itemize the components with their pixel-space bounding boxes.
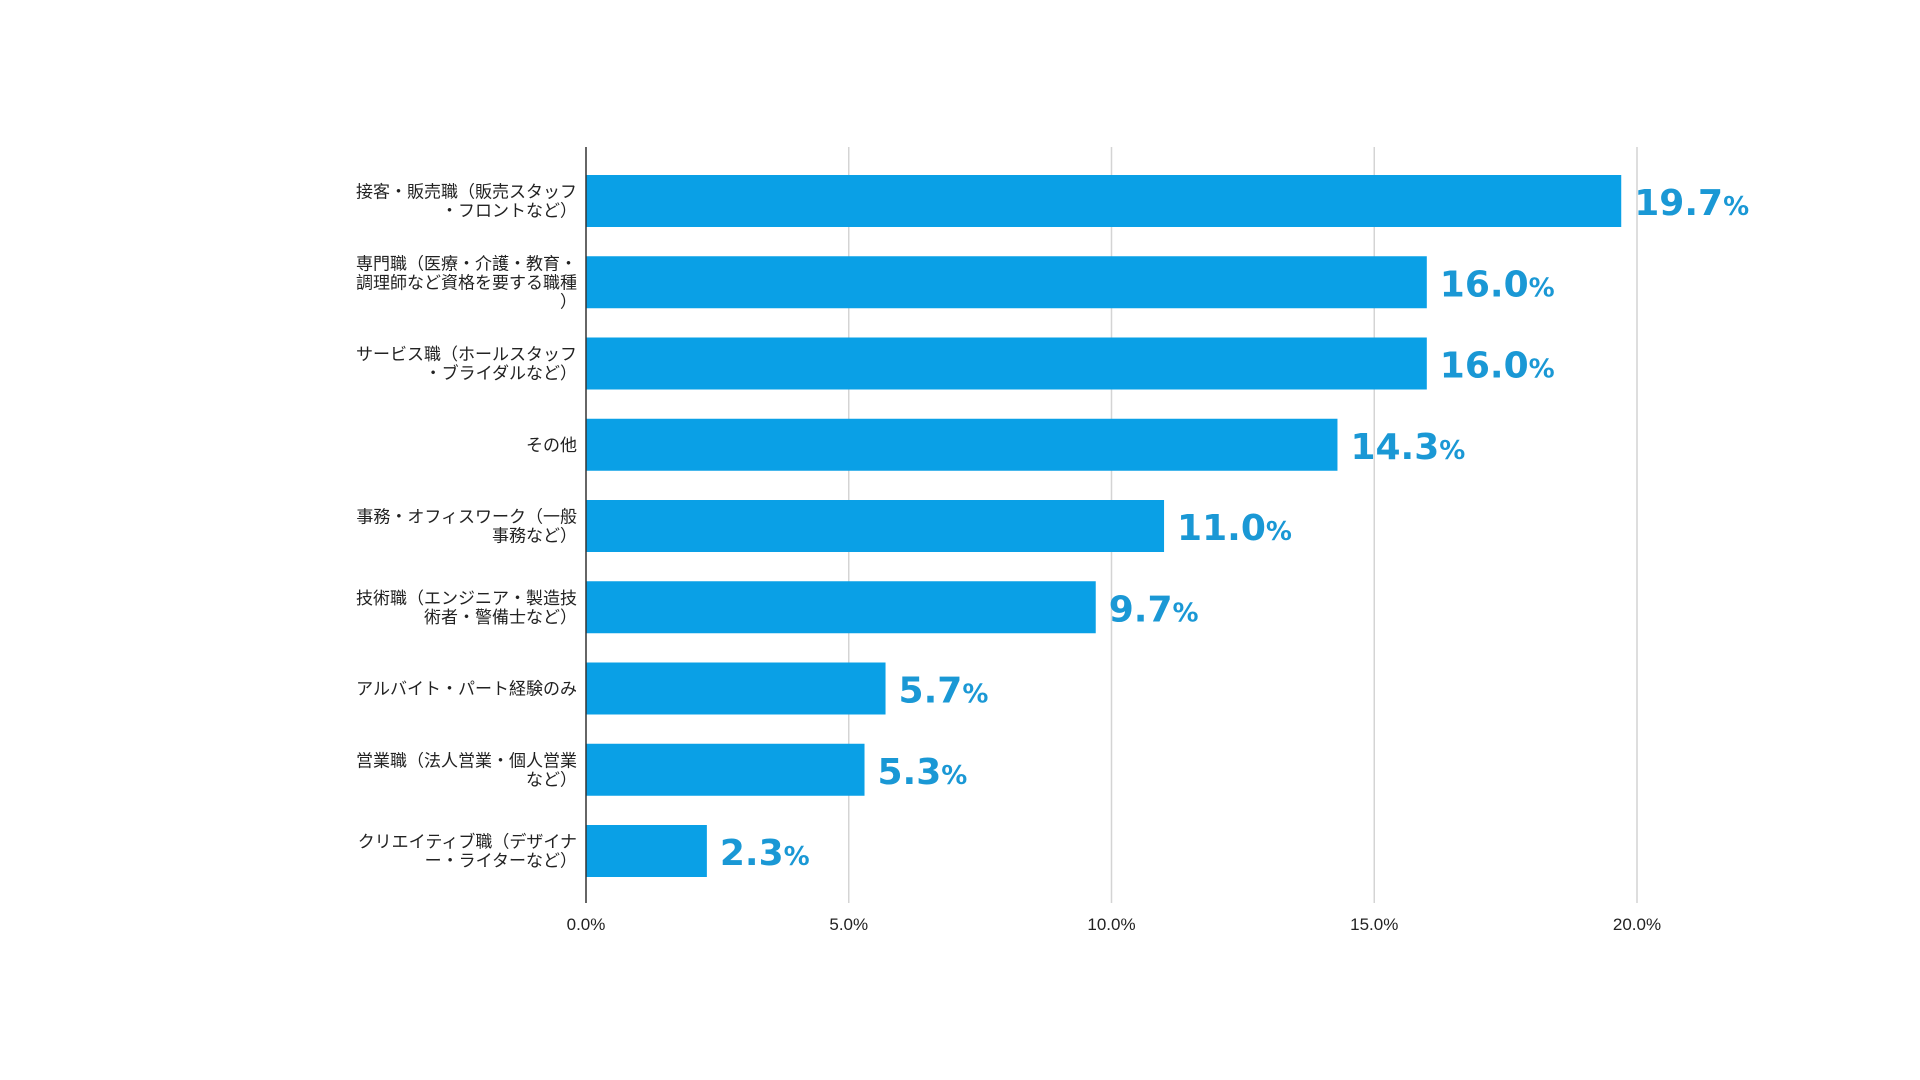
category-label: サービス職（ホールスタッフ・ブライダルなど） bbox=[356, 345, 577, 384]
x-tick-labels: 0.0% 5.0% 10.0% 15.0% 20.0% bbox=[567, 915, 1661, 934]
bar bbox=[586, 743, 865, 796]
bar bbox=[586, 256, 1427, 309]
bar bbox=[586, 175, 1622, 227]
bar bbox=[586, 337, 1427, 390]
category-label: 専門職（医療・介護・教育・調理師など資格を要する職種） bbox=[356, 254, 577, 312]
value-label: 14.3% bbox=[1350, 427, 1465, 468]
category-label: クリエイティブ職（デザイナー・ライターなど） bbox=[358, 832, 577, 872]
bar bbox=[586, 500, 1165, 552]
value-labels: 19.7% 16.0% 16.0% 14.3% 11.0% 9.7% 5.7% 5.3% 2.3… bbox=[720, 183, 1749, 874]
bars bbox=[586, 175, 1622, 877]
value-label: 11.0% bbox=[1177, 508, 1292, 549]
bar bbox=[586, 825, 707, 877]
x-tick-label: 0.0% bbox=[567, 915, 606, 934]
value-label: 5.7% bbox=[899, 671, 989, 712]
value-label: 5.3% bbox=[878, 752, 968, 793]
x-tick-label: 10.0% bbox=[1087, 915, 1135, 934]
x-tick-label: 15.0% bbox=[1350, 915, 1398, 934]
category-label: その他 bbox=[526, 436, 577, 456]
bar bbox=[586, 662, 886, 715]
x-tick-label: 5.0% bbox=[829, 915, 868, 934]
value-label: 16.0% bbox=[1440, 346, 1555, 387]
value-label: 16.0% bbox=[1440, 264, 1555, 305]
category-label: アルバイト・パート経験のみ bbox=[356, 680, 577, 700]
category-labels: 接客・販売職（販売スタッフ・フロントなど） 専門職（医療・介護・教育・調理師など資… bbox=[356, 183, 577, 872]
category-label: 接客・販売職（販売スタッフ・フロントなど） bbox=[356, 183, 577, 222]
category-label: 営業職（法人営業・個人営業など） bbox=[356, 751, 577, 790]
category-label: 技術職（エンジニア・製造技術者・警備士など） bbox=[356, 589, 577, 628]
category-label: 事務・オフィスワーク（一般事務など） bbox=[356, 508, 577, 547]
value-label: 9.7% bbox=[1109, 589, 1199, 630]
value-label: 19.7% bbox=[1634, 183, 1749, 224]
bar bbox=[586, 418, 1338, 471]
x-tick-label: 20.0% bbox=[1613, 915, 1661, 934]
bar bbox=[586, 581, 1096, 634]
value-label: 2.3% bbox=[720, 833, 810, 874]
